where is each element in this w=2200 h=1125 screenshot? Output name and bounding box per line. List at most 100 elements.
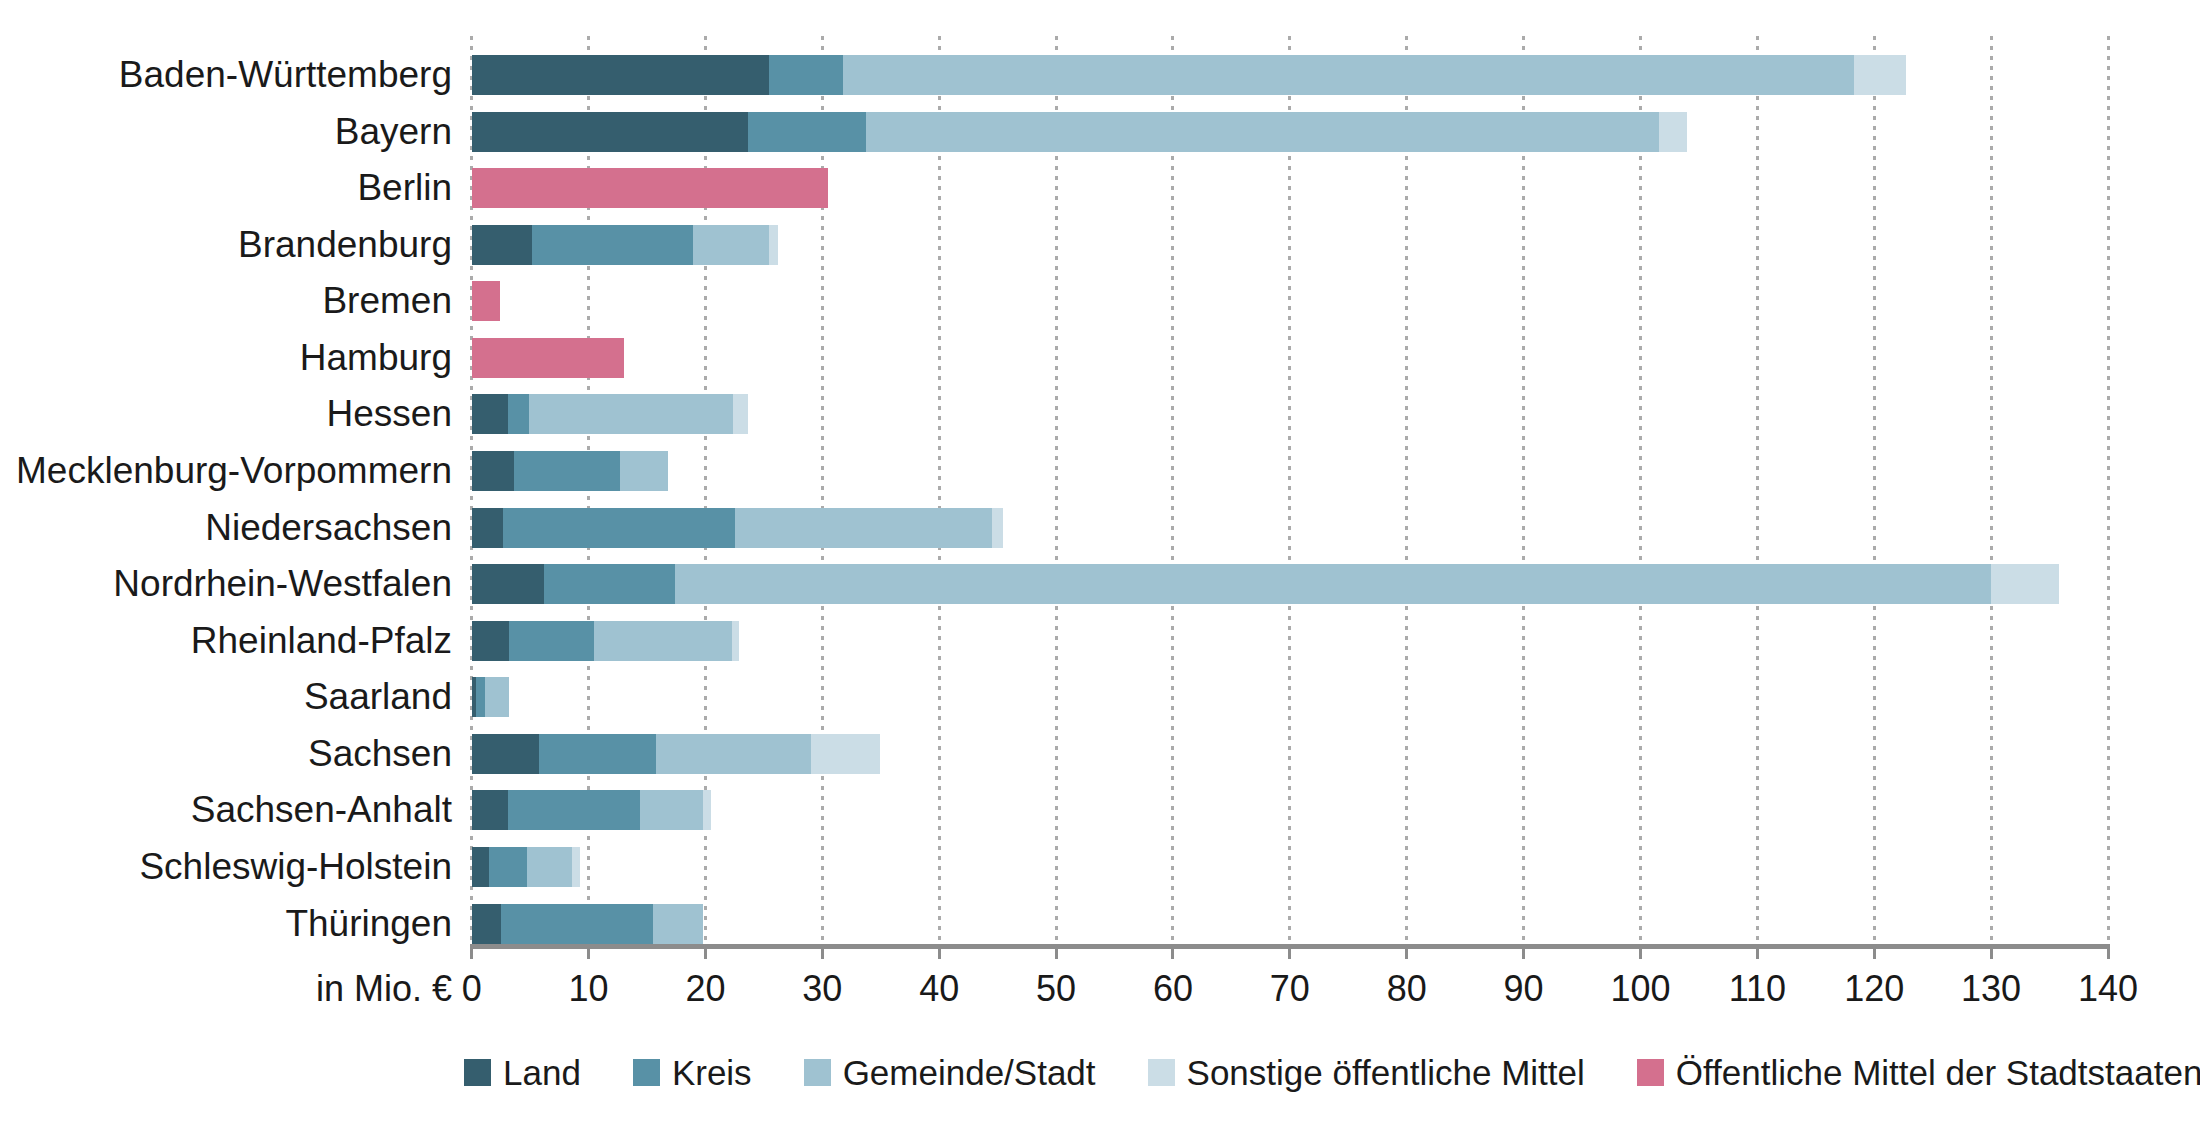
stacked-bar-chart: Baden-WürttembergBayernBerlinBrandenburg…: [0, 0, 2200, 1125]
x-axis-tick-label: 120: [1814, 968, 1934, 1010]
category-label: Baden-Württemberg: [0, 55, 452, 95]
category-label: Thüringen: [0, 904, 452, 944]
bar-segment: [748, 112, 866, 152]
legend-label: Öffentliche Mittel der Stadtstaaten1: [1676, 1053, 2200, 1093]
bar-row: [472, 677, 509, 717]
bar-segment: [620, 451, 668, 491]
bar-row: [472, 168, 828, 208]
gridline: [938, 36, 941, 944]
bar-segment: [501, 904, 653, 944]
bar-row: [472, 338, 624, 378]
x-axis-tick-label: 30: [762, 968, 882, 1010]
bar-segment: [476, 677, 484, 717]
gridline: [1639, 36, 1642, 944]
x-axis-tick-label: 20: [645, 968, 765, 1010]
gridline: [1873, 36, 1876, 944]
x-axis-tick: [821, 944, 824, 959]
category-label: Bremen: [0, 281, 452, 321]
x-axis-tick: [1756, 944, 1759, 959]
bar-row: [472, 112, 1688, 152]
bar-row: [472, 621, 740, 661]
x-axis-tick: [1990, 944, 1993, 959]
bar-segment: [472, 451, 514, 491]
bar-row: [472, 451, 668, 491]
bar-row: [472, 790, 712, 830]
bar-row: [472, 734, 880, 774]
bar-segment: [472, 904, 501, 944]
x-axis-tick: [1288, 944, 1291, 959]
gridline: [1756, 36, 1759, 944]
legend-swatch: [804, 1059, 831, 1086]
x-axis-tick: [1171, 944, 1174, 959]
legend-item: Sonstige öffentliche Mittel: [1148, 1053, 1585, 1093]
bar-segment: [472, 790, 508, 830]
bar-segment: [508, 790, 640, 830]
bar-segment: [509, 621, 594, 661]
category-label: Schleswig-Holstein: [0, 847, 452, 887]
x-axis-tick-label: 40: [879, 968, 999, 1010]
bar-segment: [508, 394, 529, 434]
gridline: [1171, 36, 1174, 944]
legend-item: Land: [464, 1053, 581, 1093]
bar-row: [472, 225, 778, 265]
bar-segment: [811, 734, 880, 774]
bar-segment: [843, 55, 1854, 95]
bar-segment: [653, 904, 703, 944]
bar-segment: [594, 621, 732, 661]
bar-segment: [472, 55, 769, 95]
legend-swatch: [464, 1059, 491, 1086]
bar-segment: [656, 734, 810, 774]
bar-segment: [866, 112, 1660, 152]
bar-segment: [485, 677, 510, 717]
category-label: Niedersachsen: [0, 508, 452, 548]
bar-segment: [514, 451, 620, 491]
bar-segment: [572, 847, 580, 887]
category-label: Berlin: [0, 168, 452, 208]
bar-row: [472, 394, 748, 434]
legend-swatch: [633, 1059, 660, 1086]
x-axis-tick-label: 90: [1464, 968, 1584, 1010]
bar-segment: [472, 338, 624, 378]
bar-segment: [472, 168, 828, 208]
x-axis-tick-label: 110: [1697, 968, 1817, 1010]
bar-row: [472, 508, 1004, 548]
gridline: [1055, 36, 1058, 944]
bar-row: [472, 904, 703, 944]
category-label: Sachsen-Anhalt: [0, 790, 452, 830]
x-axis-tick: [587, 944, 590, 959]
bar-segment: [732, 621, 739, 661]
legend-item: Kreis: [633, 1053, 752, 1093]
legend-label: Kreis: [672, 1053, 752, 1093]
x-axis-tick: [1873, 944, 1876, 959]
legend-item: Gemeinde/Stadt: [804, 1053, 1096, 1093]
x-axis-tick: [2107, 944, 2110, 959]
bar-segment: [539, 734, 656, 774]
bar-segment: [489, 847, 526, 887]
bar-segment: [527, 847, 573, 887]
bar-segment: [472, 621, 509, 661]
bar-segment: [472, 112, 748, 152]
bar-segment: [733, 394, 747, 434]
bar-segment: [693, 225, 769, 265]
bar-segment: [640, 790, 703, 830]
x-axis-tick-label: 100: [1581, 968, 1701, 1010]
category-label: Nordrhein-Westfalen: [0, 564, 452, 604]
bar-segment: [735, 508, 992, 548]
bar-segment: [472, 734, 540, 774]
bar-segment: [532, 225, 692, 265]
x-axis-tick-label: 70: [1230, 968, 1350, 1010]
category-label: Saarland: [0, 677, 452, 717]
legend-item: Öffentliche Mittel der Stadtstaaten1: [1637, 1053, 2200, 1093]
legend-swatch: [1637, 1059, 1664, 1086]
x-axis-tick: [938, 944, 941, 959]
bar-segment: [675, 564, 1991, 604]
x-axis-tick: [470, 944, 473, 959]
x-axis-tick: [1055, 944, 1058, 959]
x-axis-tick: [1639, 944, 1642, 959]
bar-segment: [472, 564, 544, 604]
bar-segment: [472, 394, 508, 434]
gridline: [1288, 36, 1291, 944]
bar-segment: [472, 225, 533, 265]
legend-label: Gemeinde/Stadt: [843, 1053, 1096, 1093]
bar-segment: [992, 508, 1004, 548]
